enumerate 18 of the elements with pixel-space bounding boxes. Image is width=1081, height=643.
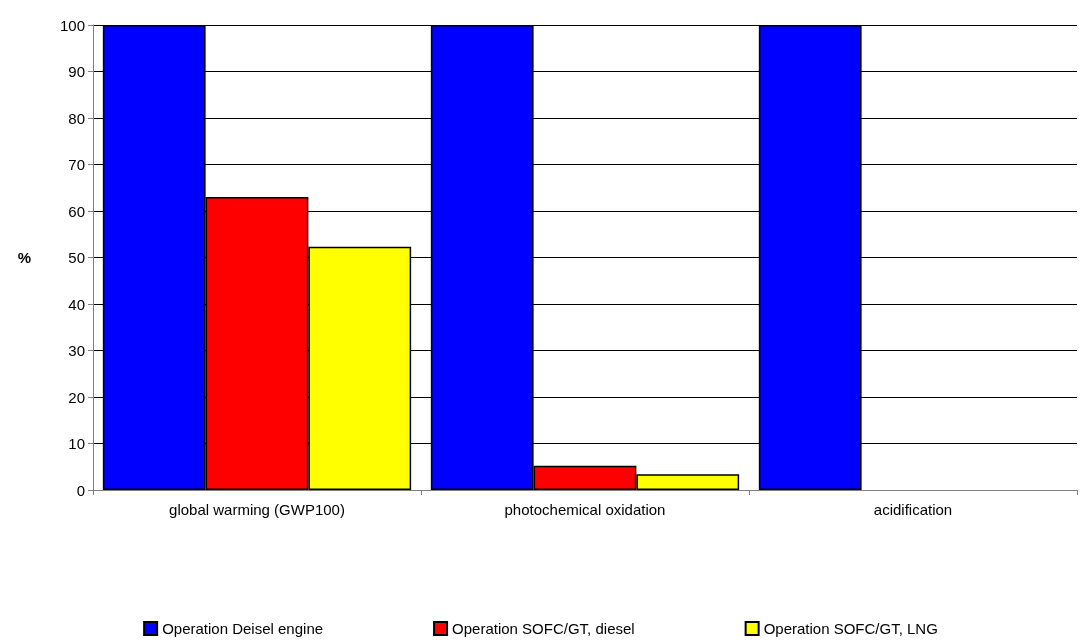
legend-label: Operation Deisel engine [162,620,324,637]
y-tick-label: 10 [68,435,85,452]
legend-label: Operation SOFC/GT, diesel [452,620,635,637]
y-tick-label: 50 [68,249,85,266]
y-tick-label: 20 [68,388,85,406]
y-tick-label: 0 [76,481,85,499]
x-tick-label: global warming (GWP100) [169,501,345,518]
y-axis-title: % [17,249,31,266]
x-tick-label: photochemical oxidation [504,501,666,518]
legend-label: Operation SOFC/GT, LNG [763,620,938,637]
y-tick-label: 30 [68,342,85,359]
y-tick-label: 40 [68,295,85,313]
x-tick-label: acidification [873,501,953,518]
y-tick-label: 100 [59,16,85,34]
y-tick-label: 80 [68,109,85,127]
y-tick-label: 70 [68,156,85,173]
y-tick-label: 90 [68,63,85,80]
y-tick-label: 60 [68,202,85,220]
